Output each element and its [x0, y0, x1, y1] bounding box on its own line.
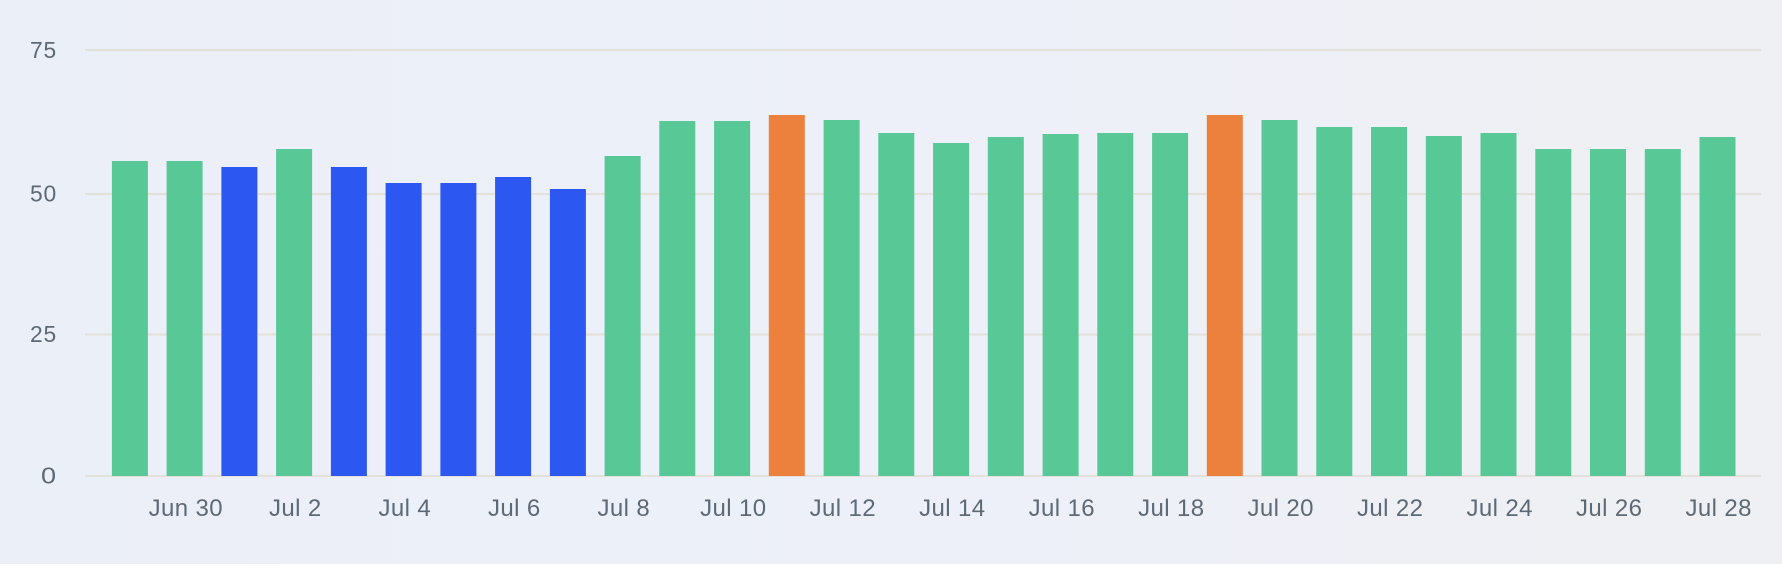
- svg-text:25: 25: [30, 321, 57, 347]
- svg-text:Jul 8: Jul 8: [597, 495, 650, 522]
- svg-text:Jul 18: Jul 18: [1138, 495, 1204, 522]
- svg-text:Jul 20: Jul 20: [1247, 495, 1313, 522]
- svg-text:Jul 26: Jul 26: [1576, 495, 1642, 522]
- svg-text:50: 50: [30, 180, 57, 206]
- svg-text:Jul 4: Jul 4: [378, 495, 431, 522]
- svg-text:Jul 24: Jul 24: [1466, 495, 1532, 522]
- svg-text:Jul 22: Jul 22: [1357, 495, 1423, 522]
- svg-text:Jul 16: Jul 16: [1029, 495, 1095, 522]
- svg-text:75: 75: [30, 37, 57, 63]
- svg-text:Jul 14: Jul 14: [919, 495, 985, 522]
- svg-text:Jul 6: Jul 6: [488, 495, 541, 522]
- svg-text:Jul 12: Jul 12: [810, 495, 876, 522]
- svg-text:Jul 28: Jul 28: [1685, 495, 1751, 522]
- svg-text:Jul 2: Jul 2: [269, 495, 322, 522]
- svg-text:0: 0: [41, 462, 57, 488]
- svg-text:Jul 10: Jul 10: [700, 495, 766, 522]
- svg-text:Jun 30: Jun 30: [149, 495, 223, 522]
